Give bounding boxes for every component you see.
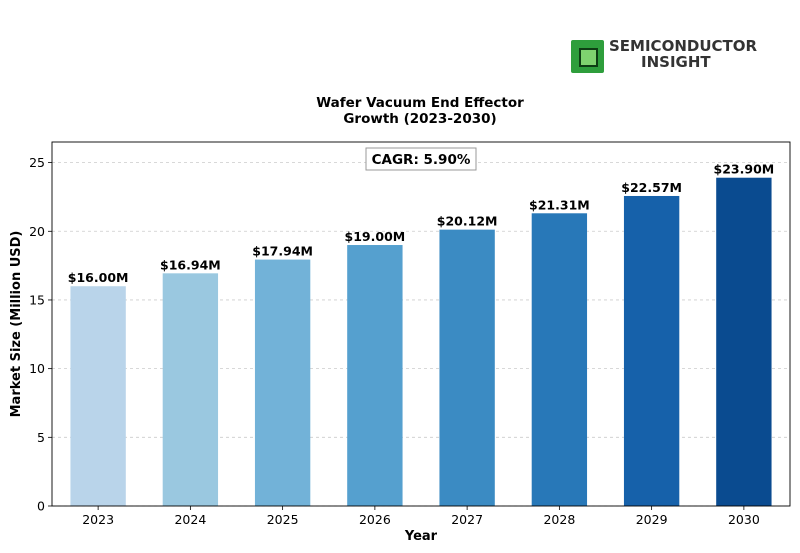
brand-logo: SEMICONDUCTOR INSIGHT (569, 38, 759, 74)
bar (162, 273, 219, 506)
y-tick-label: 25 (29, 155, 45, 170)
data-label: $20.12M (437, 214, 498, 229)
data-label: $22.57M (621, 180, 682, 195)
bar (623, 195, 680, 507)
x-tick-label: 2029 (636, 512, 668, 527)
x-tick-label: 2023 (82, 512, 114, 527)
x-tick-label: 2028 (543, 512, 575, 527)
data-label: $16.94M (160, 257, 221, 272)
chart-title: Wafer Vacuum End Effector (316, 95, 524, 111)
x-tick-label: 2030 (728, 512, 760, 527)
y-tick-label: 20 (29, 224, 45, 239)
x-tick-label: 2026 (359, 512, 391, 527)
brand-line-2: INSIGHT (641, 53, 711, 71)
bar (716, 177, 772, 507)
cagr-annotation: CAGR: 5.90% (372, 152, 471, 168)
data-label: $17.94M (252, 244, 313, 259)
x-tick-label: 2024 (174, 512, 206, 527)
cagr-box (365, 147, 477, 171)
y-tick-label: 0 (37, 499, 45, 514)
bar (347, 245, 403, 507)
brand-line-1: SEMICONDUCTOR (609, 37, 758, 55)
y-tick-label: 5 (37, 430, 45, 445)
bar (254, 259, 311, 506)
y-axis-label: Market Size (Million USD) (9, 231, 24, 418)
chart-title: Growth (2023-2030) (343, 111, 496, 127)
data-label: $23.90M (714, 162, 775, 177)
bar (531, 213, 588, 506)
x-tick-label: 2025 (267, 512, 299, 527)
x-axis-label: Year (404, 529, 438, 544)
data-label: $19.00M (345, 229, 406, 244)
x-tick-label: 2027 (451, 512, 483, 527)
data-label: $21.31M (529, 197, 590, 212)
chip-icon (571, 40, 604, 73)
brand-name: SEMICONDUCTOR INSIGHT (609, 38, 757, 70)
y-tick-label: 10 (29, 361, 45, 376)
bar (70, 286, 126, 506)
y-tick-label: 15 (29, 292, 45, 307)
bar (439, 229, 495, 507)
data-label: $16.00M (68, 270, 129, 285)
plot-frame (51, 141, 791, 507)
